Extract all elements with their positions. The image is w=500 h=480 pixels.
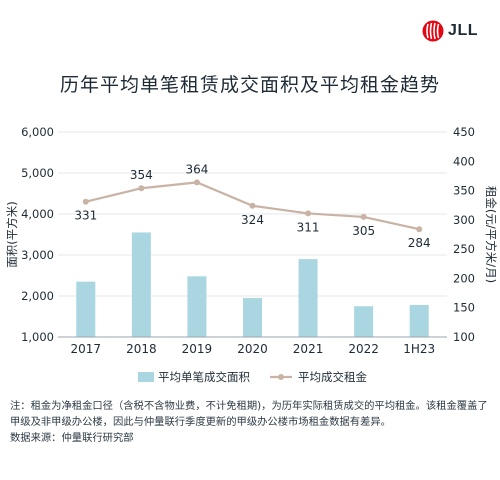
bar [298, 259, 318, 337]
right-tick-label: 350 [453, 184, 475, 198]
jll-logo-icon [422, 20, 444, 42]
footnote: 注：租金为净租金口径（含税不含物业费，不计免租期)，为历年实际租赁成交的平均租金… [10, 398, 490, 446]
bar [187, 276, 207, 337]
left-tick-label: 5,000 [21, 166, 54, 180]
rent-point [360, 213, 367, 220]
x-tick-label: 2020 [237, 342, 268, 356]
legend-label-line: 平均成交租金 [298, 370, 367, 384]
right-tick-label: 400 [453, 154, 475, 168]
rent-data-label: 331 [74, 209, 97, 223]
chart-title: 历年平均单笔租赁成交面积及平均租金趋势 [59, 74, 440, 96]
legend-label-bar: 平均单笔成交面积 [158, 370, 250, 384]
rent-data-label: 324 [241, 213, 264, 227]
left-tick-label: 3,000 [21, 248, 54, 262]
rent-data-label: 311 [297, 220, 320, 234]
x-tick-label: 2018 [126, 342, 157, 356]
bar [76, 281, 96, 337]
x-tick-label: 2021 [293, 342, 324, 356]
combo-chart: 331 354 364 324 311 305 284 1,000 2,000 3,000 4,0… [5, 125, 498, 384]
right-tick-label: 300 [453, 213, 475, 227]
right-tick-label: 450 [453, 125, 475, 139]
rent-point [249, 202, 256, 209]
rent-data-label: 364 [185, 162, 208, 176]
left-axis-title: 面积(平方米) [5, 201, 19, 267]
right-tick-label: 100 [453, 330, 475, 344]
legend: 平均单笔成交面积 平均成交租金 [138, 370, 367, 384]
x-tick-label: 2022 [348, 342, 379, 356]
left-tick-label: 1,000 [21, 330, 54, 344]
rent-point [416, 226, 423, 233]
rent-point [193, 179, 200, 186]
x-tick-label: 2017 [71, 342, 102, 356]
line-series: 331 354 364 324 311 305 284 [74, 162, 430, 250]
bar-series [76, 232, 429, 337]
bar [409, 305, 429, 337]
left-tick-label: 2,000 [21, 289, 54, 303]
x-tick-label: 2019 [182, 342, 213, 356]
rent-data-label: 305 [352, 224, 375, 238]
rent-point [305, 210, 312, 217]
right-tick-label: 250 [453, 242, 475, 256]
axes: 1,000 2,000 3,000 4,000 5,000 6,000 100 150 200 2… [5, 125, 498, 356]
left-tick-label: 4,000 [21, 207, 54, 221]
left-tick-label: 6,000 [21, 125, 54, 139]
legend-swatch-bar [138, 372, 154, 382]
bar [131, 232, 151, 337]
rent-point [82, 198, 89, 205]
logo-text: JLL [448, 22, 478, 39]
right-axis-title: 租金(元/平方米/月) [484, 186, 498, 283]
footnote-text: 注：租金为净租金口径（含税不含物业费，不计免租期)，为历年实际租赁成交的平均租金… [10, 400, 488, 428]
bar [243, 298, 262, 337]
rent-data-label: 354 [130, 168, 153, 182]
data-source: 数据来源：仲量联行研究部 [10, 432, 134, 444]
bar [354, 306, 374, 337]
right-tick-label: 150 [453, 301, 475, 315]
rent-point [138, 185, 145, 192]
x-tick-label: 1H23 [403, 342, 435, 356]
jll-logo: JLL [422, 20, 478, 42]
legend-swatch-marker [278, 374, 284, 380]
right-tick-label: 200 [453, 271, 475, 285]
rent-data-label: 284 [408, 236, 431, 250]
